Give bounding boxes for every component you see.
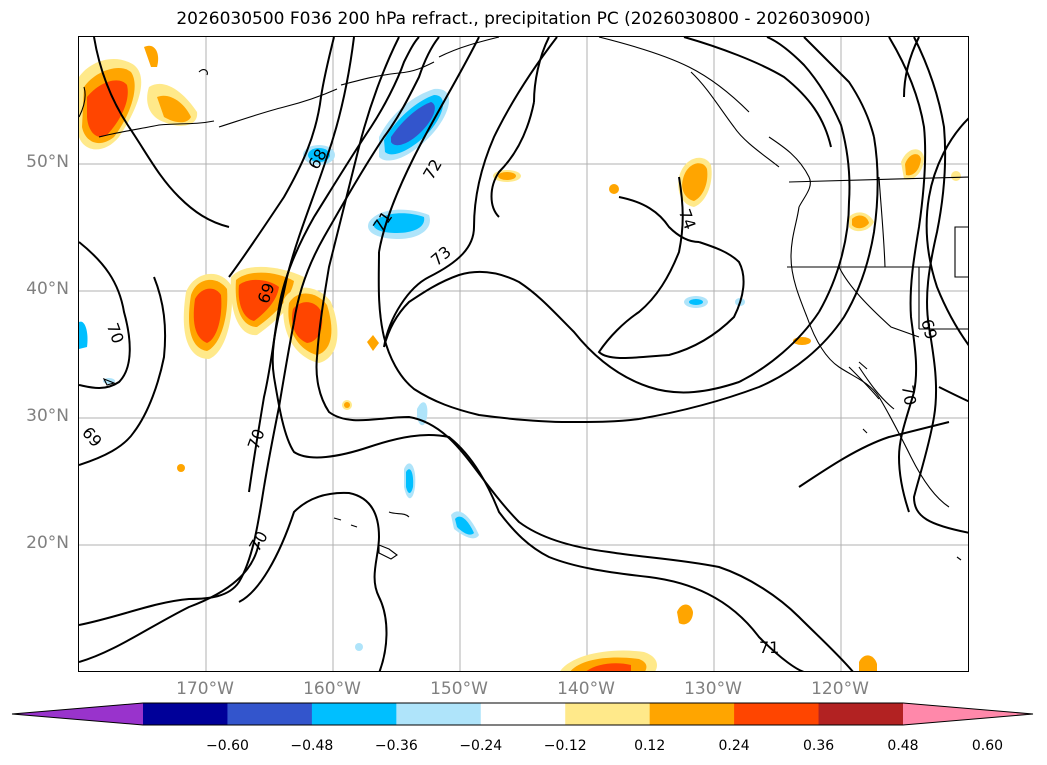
latitude-label: 20°N (26, 533, 69, 553)
contour-label: 71 (759, 638, 779, 657)
colorbar-tick-label: 0.36 (802, 738, 835, 754)
contour-label: 69 (79, 423, 106, 451)
longitude-label: 150°W (430, 679, 488, 699)
contour-label: 70 (103, 320, 128, 346)
contour-label: 69 (917, 317, 941, 342)
colorbar-tick-label: 0.48 (887, 738, 919, 754)
contour-label: 70 (244, 426, 269, 452)
colorbar-extend-low (12, 703, 143, 725)
colorbar-segment (227, 703, 313, 725)
colorbar-segment (480, 703, 566, 725)
colorbar-extend-high (903, 703, 1033, 725)
longitude-label: 170°W (176, 679, 234, 699)
contour-label: 72 (419, 156, 446, 183)
longitude-label: 140°W (557, 679, 615, 699)
colorbar-segment (818, 703, 904, 725)
colorbar-segment (311, 703, 397, 725)
latitude-label: 40°N (26, 279, 69, 299)
map-panel: 68 72 71 73 74 69 70 69 70 70 71 69 70 (78, 36, 969, 672)
contour-label: 70 (898, 384, 920, 407)
colorbar-tick-label: −0.48 (290, 738, 334, 754)
colorbar (11, 702, 1034, 726)
colorbar-tick-label: −0.24 (459, 738, 503, 754)
contour-label: 70 (245, 528, 272, 555)
colorbar-tick-label: −0.36 (374, 738, 418, 754)
latitude-label: 50°N (26, 152, 69, 172)
colorbar-tick-label: 0.60 (971, 738, 1004, 754)
colorbar-outline (11, 702, 1034, 726)
refractivity-contours (79, 37, 968, 671)
longitude-label: 130°W (684, 679, 742, 699)
contour-label-group: 68 72 71 73 74 69 70 69 70 70 71 69 70 (79, 146, 941, 657)
colorbar-segment (143, 703, 228, 725)
colorbar-tick-label: −0.12 (543, 738, 587, 754)
colorbar-tick-label: −0.60 (205, 738, 249, 754)
coastlines (79, 37, 968, 561)
contour-label: 73 (427, 242, 455, 270)
longitude-label: 120°W (811, 679, 869, 699)
colorbar-segment (734, 703, 820, 725)
colorbar-segment (396, 703, 482, 725)
longitude-label: 160°W (303, 679, 361, 699)
map-title: 2026030500 F036 200 hPa refract., precip… (176, 9, 871, 29)
latitude-label: 30°N (26, 406, 69, 426)
contour-label: 74 (675, 206, 700, 232)
colorbar-segment (649, 703, 735, 725)
colorbar-tick-label: 0.24 (718, 738, 750, 754)
colorbar-tick-label: 0.12 (634, 738, 666, 754)
colorbar-segment (565, 703, 651, 725)
map-canvas: 68 72 71 73 74 69 70 69 70 70 71 69 70 (79, 37, 968, 671)
